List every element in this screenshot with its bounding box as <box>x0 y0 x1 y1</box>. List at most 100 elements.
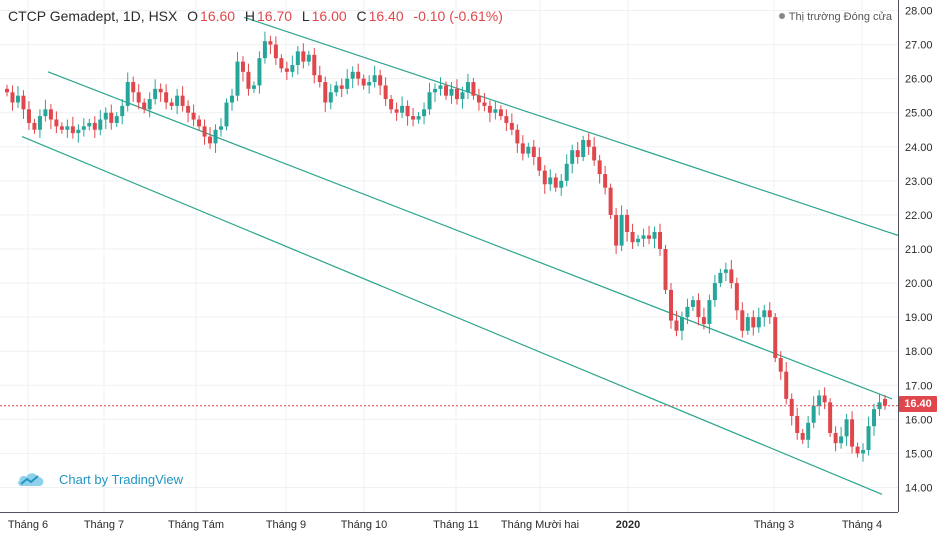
candle-up <box>433 83 438 102</box>
candle-up <box>65 119 70 138</box>
candle-up <box>43 99 48 122</box>
time-axis[interactable]: Tháng 6 Tháng 7 Tháng Tám Tháng 9 Tháng 10 Th… <box>0 512 898 532</box>
candle-body <box>389 99 394 110</box>
candle-down <box>509 113 514 136</box>
candle-down <box>180 86 185 112</box>
time-tick-label: Tháng 11 <box>433 519 479 531</box>
candle-body <box>153 88 158 100</box>
candle-up <box>493 101 498 120</box>
candle-down <box>131 76 136 102</box>
candle-down <box>411 107 416 127</box>
candle-up <box>120 99 125 125</box>
candle-body <box>866 426 871 451</box>
candle-down <box>592 137 597 166</box>
price-tick-label: 25.00 <box>905 108 933 120</box>
candle-body <box>531 146 536 158</box>
candle-body <box>180 95 185 106</box>
candle-body <box>778 358 783 372</box>
price-tick-label: 21.00 <box>905 244 933 256</box>
candle-down <box>630 223 635 249</box>
candle-body <box>240 61 245 72</box>
candle-up <box>465 73 470 100</box>
candle-body <box>251 85 256 89</box>
candle-body <box>701 317 706 324</box>
price-tick-label: 22.00 <box>905 210 933 222</box>
candle-up <box>367 75 372 94</box>
candle-down <box>301 43 306 69</box>
candle-body <box>208 136 213 144</box>
candle-up <box>306 50 311 66</box>
candle-body <box>301 51 306 62</box>
candle-body <box>652 231 657 239</box>
candle-body <box>811 405 816 423</box>
candle-up <box>251 81 256 93</box>
candle-body <box>142 102 147 110</box>
candle-body <box>734 283 739 311</box>
candle-body <box>751 317 756 328</box>
candle-body <box>548 177 553 185</box>
candle-up <box>712 274 717 307</box>
chart-grid <box>0 0 898 512</box>
candle-body <box>158 88 163 93</box>
candle-body <box>394 109 399 113</box>
price-tick-label: 20.00 <box>905 278 933 290</box>
candle-body <box>21 95 26 110</box>
candle-body <box>712 283 717 301</box>
candle-down <box>158 83 163 102</box>
candle-body <box>131 82 136 93</box>
candle-body <box>828 402 833 433</box>
candle-down <box>586 133 591 155</box>
candle-body <box>883 398 887 406</box>
candle-up <box>718 268 723 288</box>
candle-body <box>663 249 668 290</box>
candle-down <box>663 244 668 294</box>
candle-body <box>861 450 866 454</box>
candle-body <box>855 446 860 454</box>
candle-body <box>290 65 295 72</box>
candle-body <box>279 58 284 69</box>
candle-body <box>328 92 333 103</box>
price-axis[interactable]: 14.00 15.00 16.00 17.00 18.00 19.00 20.00 21.00… <box>898 0 933 512</box>
candle-body <box>762 310 767 318</box>
candle-body <box>685 306 690 318</box>
candle-up <box>844 413 849 446</box>
candle-up <box>219 118 224 137</box>
candle-body <box>295 51 300 66</box>
candle-down <box>504 109 509 132</box>
candle-up <box>37 109 42 138</box>
candle-up <box>652 226 657 249</box>
candle-up <box>877 394 882 416</box>
price-tick-label: 27.00 <box>905 40 933 52</box>
candle-up <box>581 135 586 162</box>
candle-body <box>498 109 503 117</box>
candle-up <box>345 69 350 95</box>
candle-down <box>405 100 410 126</box>
candle-body <box>43 109 48 117</box>
candle-down <box>70 116 75 139</box>
candlestick-series <box>5 31 887 462</box>
candle-down <box>795 407 800 440</box>
candle-body <box>356 71 361 79</box>
candle-down <box>383 77 388 106</box>
symbol-title[interactable]: CTCP Gemadept, 1D, HSX <box>8 8 178 24</box>
candle-body <box>570 150 575 164</box>
brand-text[interactable]: Chart by TradingView <box>59 471 184 487</box>
candle-body <box>559 180 564 188</box>
candle-down <box>389 94 394 114</box>
candle-down <box>833 426 838 452</box>
candle-up <box>756 307 761 333</box>
candle-down <box>21 90 26 119</box>
tradingview-attribution[interactable]: Chart by TradingView <box>16 468 183 490</box>
candle-up <box>114 112 119 128</box>
candle-down <box>608 183 613 220</box>
open-label: O <box>187 8 199 24</box>
candle-up <box>416 112 421 124</box>
candle-down <box>476 88 481 111</box>
candle-body <box>339 85 344 89</box>
candle-body <box>658 231 663 249</box>
candle-body <box>493 109 498 113</box>
candle-down <box>5 84 9 97</box>
candle-body <box>806 422 811 440</box>
candle-up <box>235 52 240 102</box>
